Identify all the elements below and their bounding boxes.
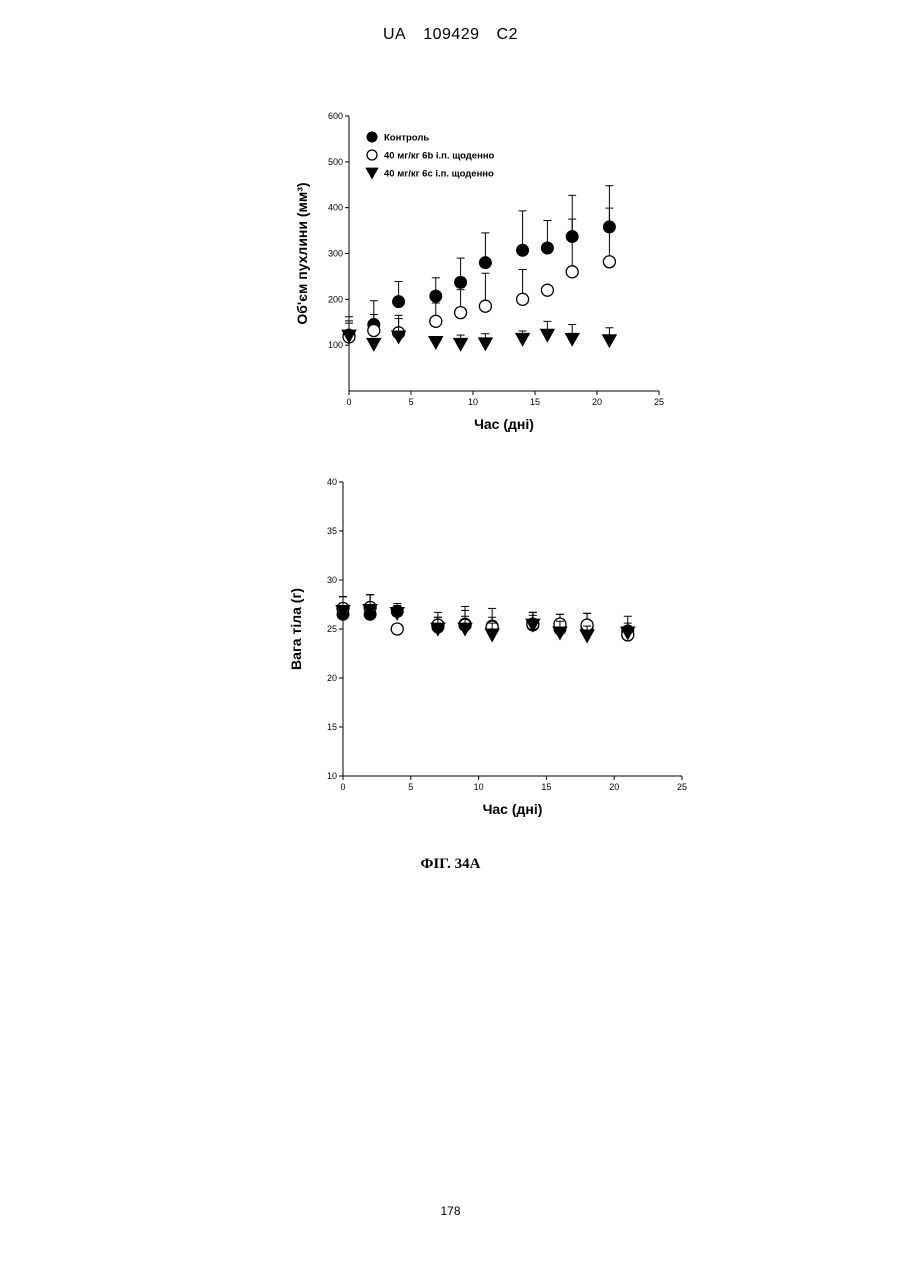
x-tick-label: 15	[530, 397, 540, 407]
data-point	[517, 244, 529, 256]
y-tick-label: 15	[327, 722, 337, 732]
data-point	[430, 315, 442, 327]
data-point	[603, 335, 617, 347]
x-tick-label: 5	[408, 397, 413, 407]
legend-marker	[367, 150, 377, 160]
x-axis-title: Час (дні)	[483, 801, 543, 817]
data-point	[479, 338, 493, 350]
data-point	[454, 338, 468, 350]
legend-label: 40 мг/кг 6b i.п. щоденно	[384, 151, 495, 162]
data-point	[580, 630, 594, 642]
y-tick-label: 20	[327, 673, 337, 683]
x-tick-label: 25	[677, 782, 687, 792]
data-point	[455, 307, 467, 319]
x-tick-label: 0	[340, 782, 345, 792]
data-point	[565, 333, 579, 345]
y-tick-label: 500	[328, 157, 343, 167]
chart-2-plot: 0 5 10 15 20 25 10 15 20 25 30 35 40 Час (дні) Вага ті…	[288, 477, 687, 817]
chart-1-plot: 0 5 10 15 20 25 100 200 300 400 500 600 Час (дні) Об'…	[294, 111, 664, 432]
body-weight-chart: 0 5 10 15 20 25 10 15 20 25 30 35 40 Час (дні) Вага ті…	[0, 470, 901, 840]
y-tick-label: 600	[328, 111, 343, 121]
legend-label: Контроль	[384, 133, 429, 144]
y-tick-label: 40	[327, 477, 337, 487]
data-point	[541, 242, 553, 254]
x-tick-label: 0	[346, 397, 351, 407]
data-point	[566, 266, 578, 278]
data-point	[367, 338, 381, 350]
data-point	[368, 325, 380, 337]
header-kind: C2	[497, 26, 518, 43]
data-point	[455, 276, 467, 288]
x-tick-label: 15	[541, 782, 551, 792]
data-point	[517, 293, 529, 305]
data-point	[429, 337, 443, 349]
data-point	[603, 256, 615, 268]
y-tick-label: 400	[328, 203, 343, 213]
data-point	[516, 333, 530, 345]
data-point	[541, 329, 555, 341]
figure-caption: ФІГ. 34А	[0, 856, 901, 873]
series-2	[343, 208, 615, 343]
page-number: 178	[0, 1204, 901, 1218]
y-tick-label: 25	[327, 624, 337, 634]
data-point	[393, 296, 405, 308]
x-tick-label: 20	[609, 782, 619, 792]
y-tick-label: 30	[327, 575, 337, 585]
data-point	[479, 257, 491, 269]
data-point	[391, 623, 403, 635]
x-tick-label: 10	[468, 397, 478, 407]
tumor-volume-chart: 0 5 10 15 20 25 100 200 300 400 500 600 Час (дні) Об'…	[0, 100, 901, 440]
y-tick-label: 35	[327, 526, 337, 536]
y-axis-title: Вага тіла (г)	[288, 588, 304, 670]
legend-marker	[366, 168, 378, 178]
y-axis-title: Об'єм пухлини (мм³)	[294, 182, 310, 324]
legend-label: 40 мг/кг 6c i.п. щоденно	[384, 169, 494, 180]
y-tick-label: 10	[327, 771, 337, 781]
y-tick-label: 100	[328, 340, 343, 350]
data-point	[430, 290, 442, 302]
x-axis-title: Час (дні)	[474, 416, 534, 432]
series-1	[343, 186, 615, 341]
header-number: 109429	[423, 26, 479, 43]
series-3	[342, 319, 616, 351]
legend: Контроль 40 мг/кг 6b i.п. щоденно 40 мг/кг…	[366, 132, 494, 180]
series-3	[336, 595, 635, 643]
x-tick-label: 20	[592, 397, 602, 407]
y-tick-label: 200	[328, 294, 343, 304]
x-tick-label: 25	[654, 397, 664, 407]
x-tick-label: 5	[408, 782, 413, 792]
data-point	[541, 284, 553, 296]
x-tick-label: 10	[474, 782, 484, 792]
data-point	[485, 629, 499, 641]
header-office: UA	[383, 26, 406, 43]
data-point	[479, 300, 491, 312]
document-header: UA 109429 C2	[0, 26, 901, 44]
legend-marker	[367, 132, 377, 142]
y-tick-label: 300	[328, 249, 343, 259]
